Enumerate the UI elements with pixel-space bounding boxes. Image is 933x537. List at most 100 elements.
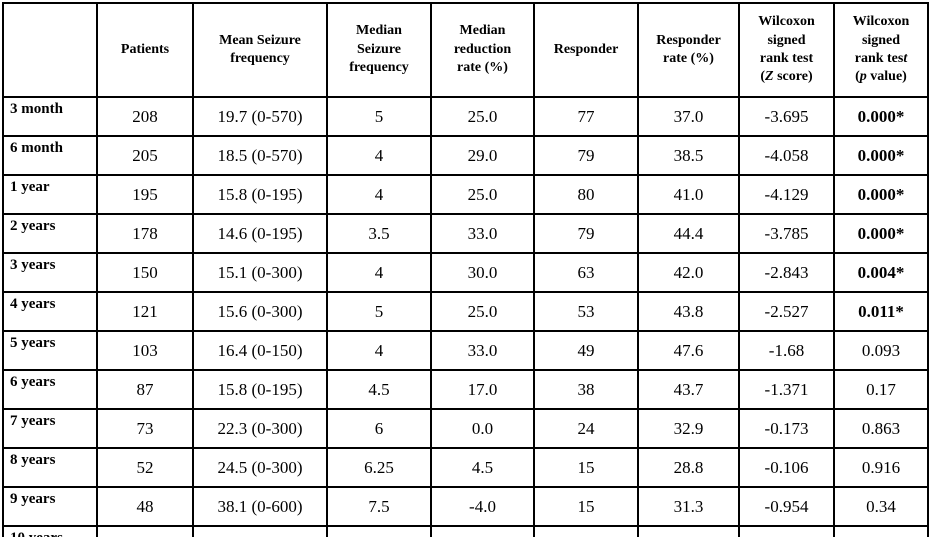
data-cell: -2.527 [738,291,835,332]
data-cell: 80 [533,174,639,215]
data-cell: 0.000* [833,213,929,254]
header-text-segment: value) [866,69,907,85]
row-label: 3 years [2,252,98,293]
row-label: 10 years [2,525,98,537]
row-label: 4 years [2,291,98,332]
data-cell: 17.0 [430,369,535,410]
data-cell: -0.954 [738,486,835,527]
data-cell: 38.1 (0-600) [192,486,328,527]
data-cell: 15.1 (0-300) [192,252,328,293]
column-header: Patients [96,2,194,98]
row-label: 3 month [2,96,98,137]
data-cell: 4 [326,174,432,215]
header-text-segment: Responder rate (%) [656,32,721,66]
data-cell: 0.000* [833,96,929,137]
data-cell: 178 [96,213,194,254]
row-label: 8 years [2,447,98,488]
table-body: 3 month 208 19.7 (0-570) 5 25.0 77 37.0 -3.695 0… [2,96,929,537]
data-cell: 4 [326,330,432,371]
table-row: 3 month 208 19.7 (0-570) 5 25.0 77 37.0 -3.695 0… [2,96,929,137]
data-cell: 52 [96,447,194,488]
column-header: Median reduction rate (%) [430,2,535,98]
table-row: 3 years 150 15.1 (0-300) 4 30.0 63 42.0 -2.843 0… [2,252,929,293]
column-header: Wilcoxon signed rank test (Z score) [738,2,835,98]
data-cell: 41.0 [637,174,740,215]
data-cell: 63 [533,252,639,293]
data-cell: 33.0 [430,213,535,254]
data-cell: 4 [326,252,432,293]
data-cell: 24 [533,408,639,449]
data-cell: -4.0 [430,525,535,537]
data-cell: 43.8 [637,291,740,332]
data-cell: 0.093 [833,330,929,371]
data-cell: 6 [326,408,432,449]
data-cell: -3.695 [738,96,835,137]
data-cell: 24.5 (0-300) [192,447,328,488]
data-cell: 28.8 [637,447,740,488]
data-cell: -4.058 [738,135,835,176]
data-cell: 15 [533,486,639,527]
header-text-segment: Median reduction rate (%) [453,23,512,76]
row-label: 9 years [2,486,98,527]
data-cell: 42.0 [637,252,740,293]
data-cell: 0.004* [833,252,929,293]
data-cell: 49 [533,330,639,371]
data-cell: 15.8 (0-195) [192,369,328,410]
header-text-segment: Z [765,69,774,85]
data-cell: -1.371 [738,369,835,410]
data-cell: 10 [533,525,639,537]
data-cell: 44.4 [637,213,740,254]
data-cell: 53 [533,291,639,332]
data-cell: 42 [96,525,194,537]
data-cell: 0.000* [833,174,929,215]
row-label: 6 month [2,135,98,176]
data-cell: 37.0 [637,96,740,137]
data-cell: 79 [533,135,639,176]
data-cell: 25.0 [430,174,535,215]
header-text-segment: Wilcoxon signed rank tes [852,14,910,66]
data-cell: 0.194 [833,525,929,537]
data-cell: 4.5 [430,447,535,488]
column-header: Wilcoxon signed rank test (p value) [833,2,929,98]
corner-cell [2,2,98,98]
data-cell: 16.4 (0-150) [192,330,328,371]
data-cell: 79 [533,213,639,254]
data-cell: 0.000* [833,135,929,176]
header-text-segment: Patients [120,41,170,57]
data-cell: 4.5 [326,369,432,410]
data-cell: 38.5 [637,135,740,176]
table-row: 2 years 178 14.6 (0-195) 3.5 33.0 79 44.4 -3.78… [2,213,929,254]
data-cell: 5 [326,96,432,137]
data-cell: 205 [96,135,194,176]
data-cell: 38 [533,369,639,410]
data-cell: -3.785 [738,213,835,254]
header-text-segment: Median Seizure frequency [349,23,409,76]
header-text-segment: p [859,69,867,85]
table-row: 4 years 121 15.6 (0-300) 5 25.0 53 43.8 -2.527 0… [2,291,929,332]
data-cell: 121 [96,291,194,332]
data-cell: 22.3 (0-300) [192,408,328,449]
header-text-segment: Responder [553,41,619,57]
data-cell: 15.8 (0-195) [192,174,328,215]
row-label: 6 years [2,369,98,410]
data-cell: 87 [96,369,194,410]
data-cell: 18.5 (0-570) [192,135,328,176]
data-cell: 103 [96,330,194,371]
table-row: 1 year 195 15.8 (0-195) 4 25.0 80 41.0 -4.129 0.… [2,174,929,215]
data-cell: 25.0 [430,291,535,332]
data-cell: 5 [326,291,432,332]
data-cell: 0.863 [833,408,929,449]
column-header: Mean Seizure frequency [192,2,328,98]
data-cell: -1.298 [738,525,835,537]
header-text-segment: Wilcoxon signed rank test ( [758,14,815,85]
table-row: 6 years 87 15.8 (0-195) 4.5 17.0 38 43.7 -1.371… [2,369,929,410]
data-cell: 31.1 (0-300) [192,525,328,537]
data-cell: 33.0 [430,330,535,371]
data-cell: 0.0 [430,408,535,449]
data-cell: 31.3 [637,486,740,527]
data-cell: 32.9 [637,408,740,449]
data-cell: 7.5 [326,525,432,537]
header-text-segment: ( [855,69,860,85]
